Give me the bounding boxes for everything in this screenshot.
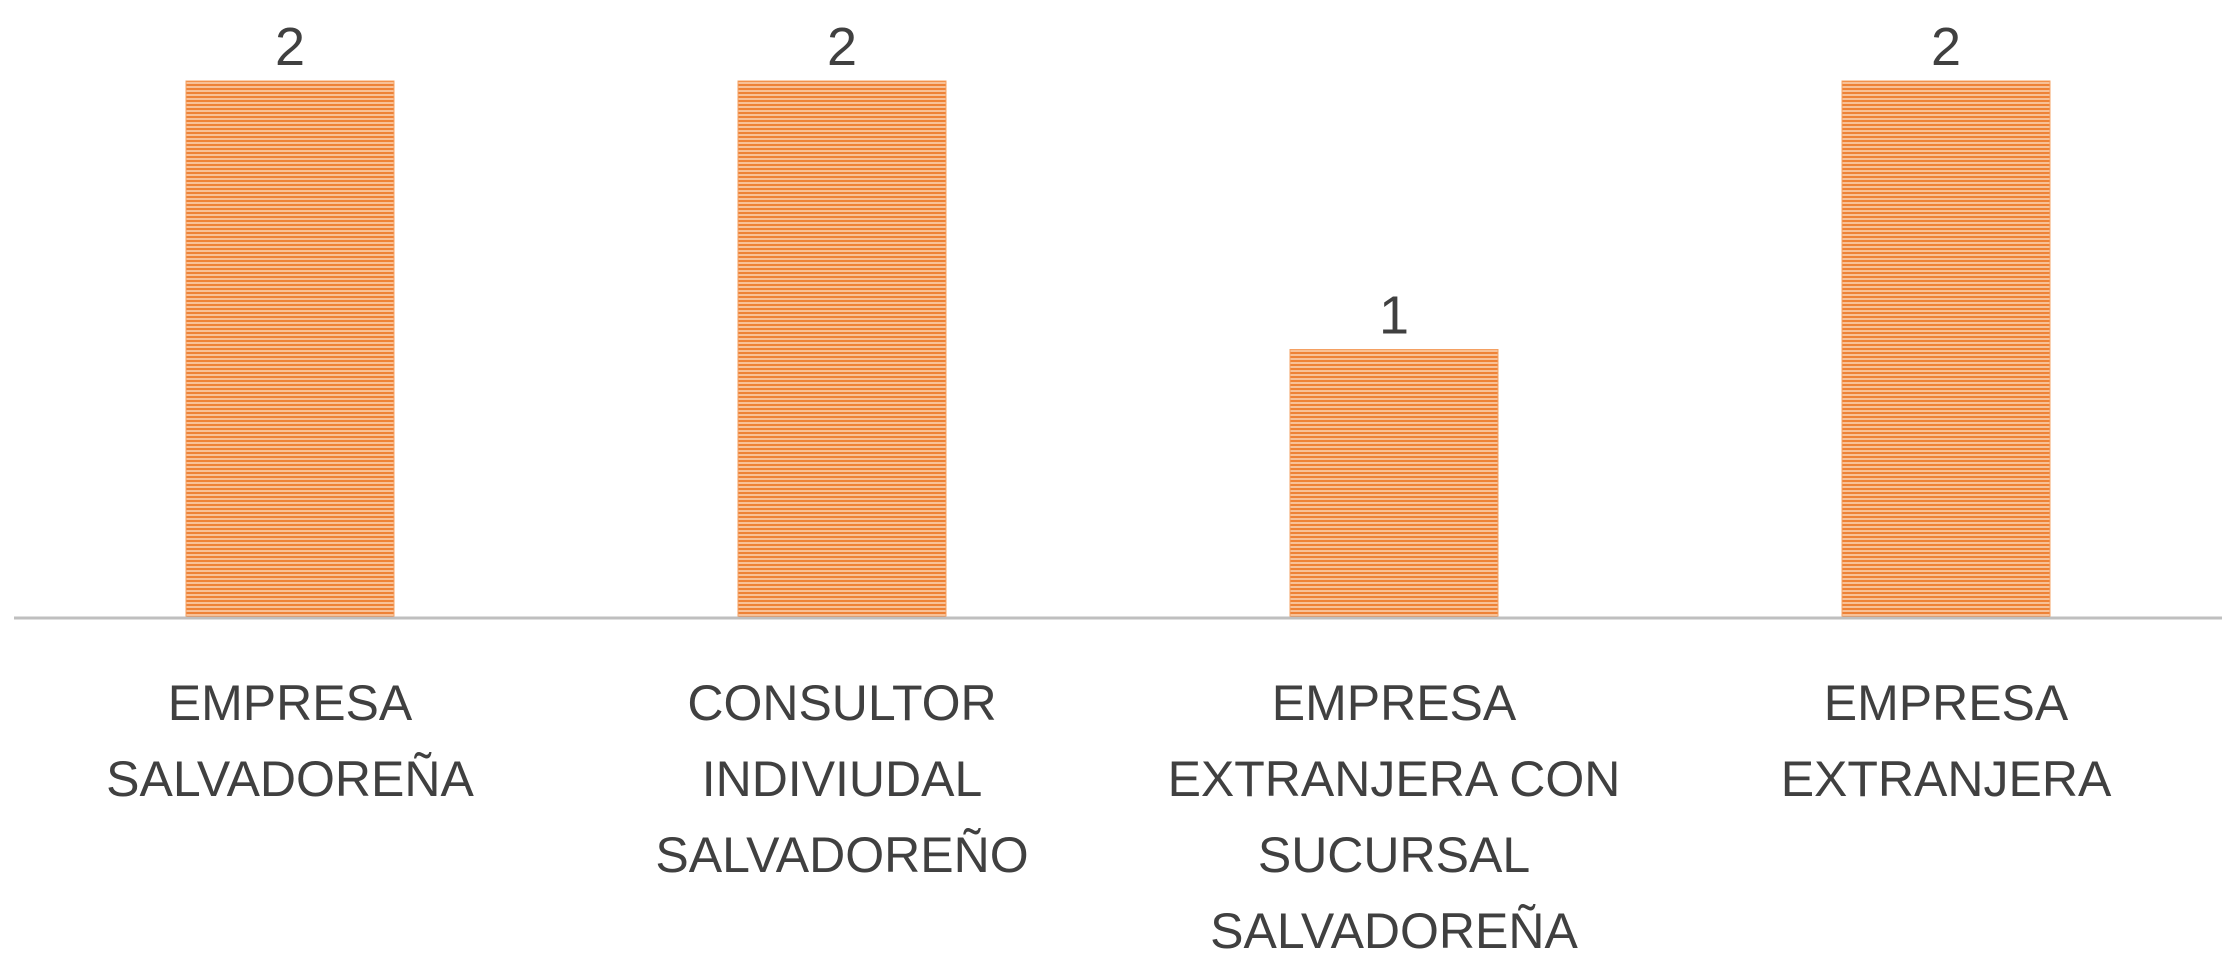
x-tick-label: EMPRESA EXTRANJERA xyxy=(1780,675,2112,807)
data-label: 2 xyxy=(275,17,305,77)
x-tick-label: EMPRESA SALVADOREÑA xyxy=(106,675,474,807)
bar xyxy=(1289,349,1499,619)
bar xyxy=(185,80,395,619)
data-label: 2 xyxy=(827,17,857,77)
x-tick-label: CONSULTOR INDIVIUDAL SALVADOREÑO xyxy=(655,675,1029,883)
data-label: 2 xyxy=(1931,17,1961,77)
bar xyxy=(1841,80,2051,619)
bar xyxy=(737,80,947,619)
x-tick-label: EMPRESA EXTRANJERA CON SUCURSAL SALVADOR… xyxy=(1167,675,1621,959)
data-label: 1 xyxy=(1379,286,1409,346)
